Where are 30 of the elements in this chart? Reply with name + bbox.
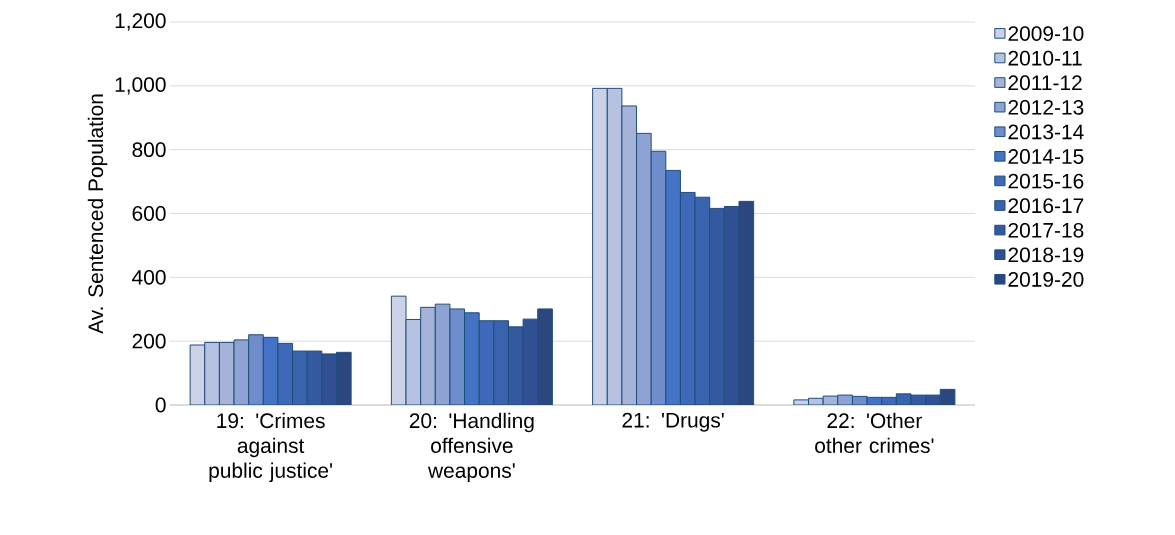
y-tick-label: 200: [132, 333, 166, 349]
y-tick-label: 400: [132, 269, 166, 285]
x-tick-label: 22: 'Other other crimes': [815, 412, 934, 454]
bar: [420, 306, 436, 405]
legend-label: 2019-20: [1008, 272, 1084, 287]
legend-label: 2016-17: [1008, 198, 1084, 214]
y-tick-label: 0: [155, 397, 166, 413]
y-axis-title: Av. Sentenced Population: [87, 94, 108, 334]
x-tick-label: 19: 'Crimes against public justice': [209, 412, 332, 483]
legend-label: 2012-13: [1008, 99, 1084, 115]
y-tick-label: 1,200: [115, 13, 166, 31]
bar: [204, 341, 220, 405]
legend-label: 2015-16: [1008, 173, 1084, 189]
legend-label: 2014-15: [1008, 149, 1084, 164]
legend-label: 2017-18: [1008, 222, 1084, 238]
legend-label: 2009-10: [1008, 26, 1084, 41]
y-tick-label: 600: [132, 206, 166, 221]
legend-label: 2010-11: [1008, 50, 1082, 66]
bar: [592, 87, 608, 405]
y-tick-label: 1,000: [115, 77, 166, 95]
bar: [537, 308, 553, 405]
legend-label: 2011-12: [1008, 75, 1082, 91]
bar: [248, 334, 264, 405]
bar: [636, 132, 652, 405]
y-tick-label: 800: [132, 142, 166, 158]
legend-label: 2013-14: [1008, 124, 1084, 140]
legend-label: 2018-19: [1008, 247, 1084, 263]
bar: [709, 207, 725, 405]
x-tick-label: 20: 'Handling offensive weapons': [409, 412, 534, 483]
x-tick-label: 21: 'Drugs': [622, 412, 724, 432]
